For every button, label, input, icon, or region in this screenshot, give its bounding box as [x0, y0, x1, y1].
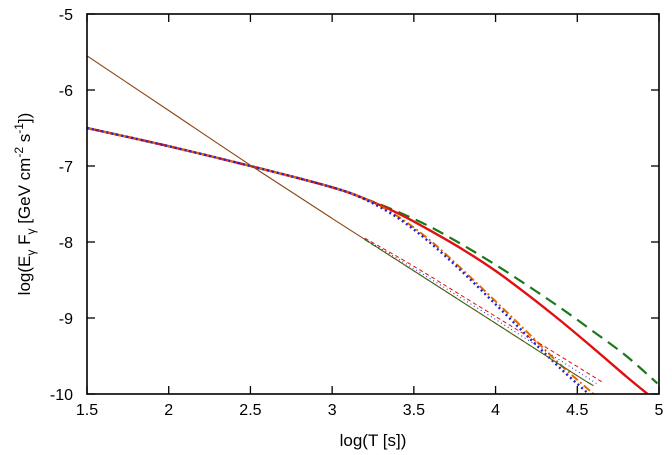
tick-layer: 1.5 2 2.5 3 3.5 4 4.5 5 -10 -9 -8 -7 -6 -5	[50, 7, 664, 419]
x-tick-label: 3.5	[403, 402, 425, 419]
y-title-sup: -1	[12, 123, 26, 134]
series-layer	[87, 55, 659, 394]
y-tick-label: -6	[59, 83, 73, 100]
y-title-part: [GeV cm	[15, 158, 34, 229]
plot-frame	[86, 13, 660, 395]
x-tick-label: 2	[164, 402, 173, 419]
series-line-5	[87, 55, 594, 387]
x-tick-label: 1.5	[76, 402, 98, 419]
series-line-4	[87, 126, 590, 394]
y-tick-label: -7	[59, 159, 73, 176]
y-tick-label: -9	[59, 311, 73, 328]
y-title-part: log(E	[15, 256, 34, 296]
y-title-sub: γ	[24, 250, 38, 256]
series-line-7	[364, 237, 603, 383]
y-title-part: s	[15, 134, 34, 147]
y-title-sub: γ	[24, 229, 38, 235]
series-line-2	[87, 126, 649, 394]
y-tick-label: -10	[50, 387, 73, 404]
series-line-1	[87, 126, 659, 385]
series-line-6	[364, 239, 594, 387]
x-tick-label: 4.5	[566, 402, 588, 419]
series-line-8	[364, 238, 599, 386]
y-axis-title: log(Eγ Fγ [GeV cm-2 s-1])	[12, 113, 38, 296]
y-tick-label: -5	[59, 7, 73, 24]
series-line-3	[87, 127, 595, 394]
y-title-part: F	[15, 235, 34, 250]
x-tick-label: 2.5	[239, 402, 261, 419]
y-tick-label: -8	[59, 235, 73, 252]
y-title-sup: -2	[12, 147, 26, 158]
x-axis-title: log(T [s])	[340, 431, 407, 450]
x-tick-label: 4	[491, 402, 500, 419]
x-tick-label: 3	[328, 402, 337, 419]
x-tick-label: 5	[655, 402, 664, 419]
y-title-part: ])	[15, 113, 34, 123]
